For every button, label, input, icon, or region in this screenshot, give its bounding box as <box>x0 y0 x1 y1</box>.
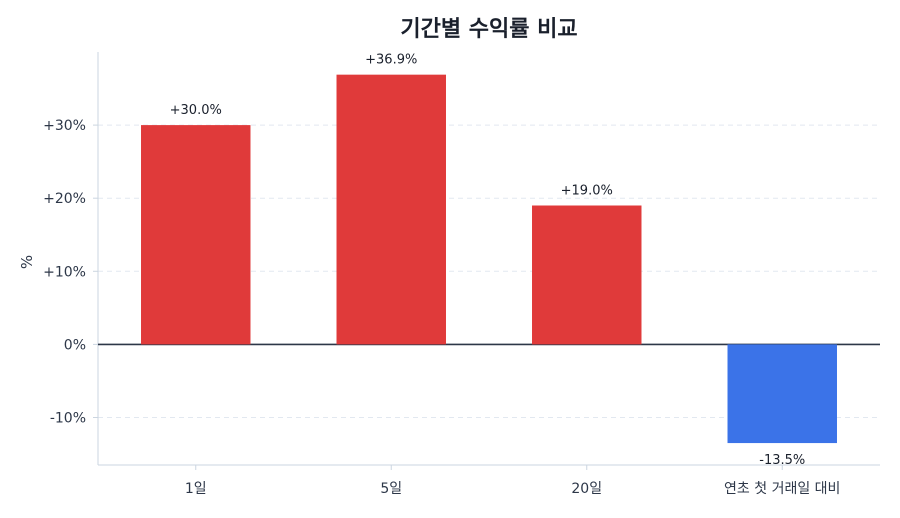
y-axis-label: % <box>18 255 36 269</box>
bar <box>532 205 642 345</box>
y-tick-label: -10% <box>50 410 86 426</box>
bar <box>727 344 837 444</box>
tick-labels: +30% +20% +10% 0% -10% 1일 5일 20일 연초 첫 거래일 대비 <box>43 118 840 497</box>
data-label: +36.9% <box>365 53 417 68</box>
data-label: +30.0% <box>170 103 222 118</box>
chart-title: 기간별 수익률 비교 <box>400 17 577 42</box>
y-tick-label: +30% <box>43 118 86 134</box>
x-tick-label: 5일 <box>380 481 402 497</box>
x-tick-label: 1일 <box>185 481 207 497</box>
bar <box>336 74 446 345</box>
y-tick-label: 0% <box>64 337 86 353</box>
x-tick-label: 연초 첫 거래일 대비 <box>724 481 840 497</box>
y-tick-label: +10% <box>43 264 86 280</box>
data-label: +19.0% <box>561 184 613 199</box>
data-label: -13.5% <box>759 453 805 468</box>
x-tick-label: 20일 <box>571 481 602 497</box>
bar <box>141 125 251 345</box>
bars <box>141 74 837 444</box>
y-tick-label: +20% <box>43 191 86 207</box>
data-labels: +30.0% +36.9% +19.0% -13.5% <box>170 53 806 468</box>
